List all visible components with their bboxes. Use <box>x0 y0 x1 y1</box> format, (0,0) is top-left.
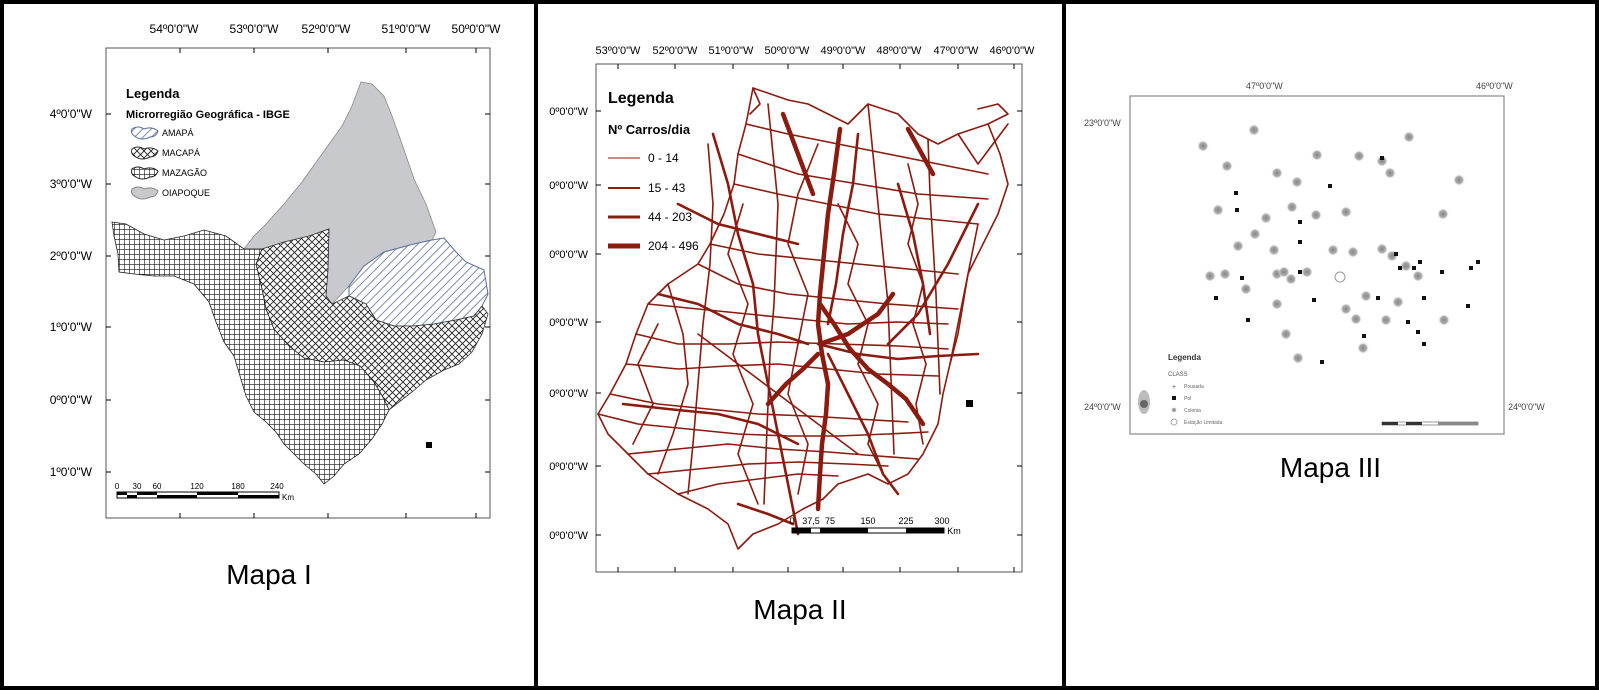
map2-lat-label: 0º0'0"W <box>549 530 588 542</box>
map2-lat-label: 0º0'0"W <box>549 317 588 329</box>
map1-lon-label: 53º0'0"W <box>230 22 280 36</box>
map2-legend-item: 44 - 203 <box>648 210 692 224</box>
map1-lat-label: 1º0'0"W <box>50 465 93 479</box>
map1-legend-item: MACAPÁ <box>162 148 200 158</box>
map1-marker <box>426 442 432 448</box>
map1-scale-tick: 30 <box>133 482 142 491</box>
map1-legend-subtitle: Microrregião Geográfica - IBGE <box>126 109 290 121</box>
map2-legend-item: 15 - 43 <box>648 181 686 195</box>
map3-scale-bar <box>1381 421 1479 426</box>
map1-caption: Mapa I <box>226 559 312 590</box>
map2-lon-label: 49º0'0"W <box>821 45 866 57</box>
map2-scale-tick: 225 <box>898 516 913 526</box>
map3-caption: Mapa III <box>1279 452 1382 483</box>
map2-lat-label: 0º0'0"W <box>549 461 588 473</box>
map1-legend-item: MAZAGÃO <box>162 168 207 178</box>
map2-lon-label: 47º0'0"W <box>934 45 979 57</box>
map2-scale-unit: Km <box>947 526 961 536</box>
map2-lon-label: 51º0'0"W <box>709 45 754 57</box>
map3-lat-label-right: 24º0'0"W <box>1508 402 1545 412</box>
map-panel-2: 53º0'0"W 52º0'0"W 51º0'0"W 50º0'0"W 49º0… <box>538 4 1062 686</box>
map3-legend-item: Estação Limitada <box>1184 420 1223 426</box>
map2-frame <box>595 63 1023 573</box>
map1-lat-label: 2º0'0"W <box>50 249 93 263</box>
map1-lat-label: 1º0'0"W <box>50 320 93 334</box>
map1-svg: 54º0'0"W 53º0'0"W 52º0'0"W 51º0'0"W 50º0… <box>50 22 502 519</box>
map1-lat-label: 3º0'0"W <box>50 177 93 191</box>
map3-lat-label: 24º0'0"W <box>1084 402 1121 412</box>
map2-lon-label: 52º0'0"W <box>653 45 698 57</box>
map2-legend-item: 204 - 496 <box>648 239 699 253</box>
map3-lat-label: 23º0'0"W <box>1084 118 1121 128</box>
map1-legend-swatches <box>131 126 159 200</box>
map2-scale-tick: 150 <box>860 516 875 526</box>
map2-lat-label: 0º0'0"W <box>549 388 588 400</box>
map2-scale-tick: 75 <box>825 516 835 526</box>
region-mazagao <box>111 221 390 485</box>
map2-scale-bar <box>791 527 945 534</box>
road-network <box>597 87 1009 550</box>
map2-scale-tick: 37,5 <box>802 516 820 526</box>
map3-legend-item: Colonia <box>1184 408 1201 414</box>
map3-legend-item: Pousada <box>1184 384 1204 390</box>
map1-lon-label: 54º0'0"W <box>150 22 200 36</box>
map-panel-1: 54º0'0"W 53º0'0"W 52º0'0"W 51º0'0"W 50º0… <box>4 4 534 686</box>
map3-north-arrow <box>1138 390 1150 414</box>
map1-scale-tick: 60 <box>153 482 162 491</box>
map2-scale-tick: 300 <box>934 516 949 526</box>
map3-open-point <box>1334 271 1346 283</box>
map2-lat-label: 0º0'0"W <box>549 180 588 192</box>
map1-scale-tick: 240 <box>270 482 284 491</box>
map2-legend-item: 0 - 14 <box>648 151 679 165</box>
map2-svg: 53º0'0"W 52º0'0"W 51º0'0"W 50º0'0"W 49º0… <box>549 45 1035 573</box>
map3-points-black <box>1214 156 1480 364</box>
map1-legend-title: Legenda <box>126 86 180 101</box>
map2-lon-label: 50º0'0"W <box>765 45 810 57</box>
map1-lon-label: 52º0'0"W <box>302 22 352 36</box>
map2-lat-label: 0º0'0"W <box>549 106 588 118</box>
map2-lon-label: 53º0'0"W <box>596 45 641 57</box>
map1-scale-tick: 180 <box>231 482 245 491</box>
map1-lat-label: 0º0'0"W <box>50 393 93 407</box>
map1-lon-label: 51º0'0"W <box>382 22 432 36</box>
map3-legend-item: Pol <box>1184 396 1191 402</box>
map2-caption: Mapa II <box>753 594 847 625</box>
svg-text:+: + <box>1172 384 1176 391</box>
map2-legend-lines <box>608 157 640 249</box>
map1-scale-tick: 0 <box>115 482 120 491</box>
map3-legend-subtitle: CLASS <box>1168 372 1188 378</box>
map1-scale-bar <box>116 491 280 499</box>
map3-lon-label: 47º0'0"W <box>1246 81 1283 91</box>
map2-legend-subtitle: Nº Carros/dia <box>608 122 691 137</box>
map3-lon-label: 46º0'0"W <box>1476 81 1513 91</box>
map-panel-3: 47º0'0"W 46º0'0"W 23º0'0"W 24º0'0"W 24º0… <box>1066 4 1595 686</box>
map1-lon-label: 50º0'0"W <box>452 22 502 36</box>
map2-ticks <box>596 64 1022 572</box>
map2-lon-label: 46º0'0"W <box>990 45 1035 57</box>
map1-legend-item: OIAPOQUE <box>162 188 210 198</box>
map2-scale-tick: 0 <box>789 516 794 526</box>
map1-scale-unit: Km <box>282 493 294 502</box>
map1-lat-label: 4º0'0"W <box>50 107 93 121</box>
map1-ticks <box>106 48 490 518</box>
map2-lat-label: 0º0'0"W <box>549 249 588 261</box>
map1-legend-item: AMAPÁ <box>162 128 194 138</box>
map2-lon-label: 48º0'0"W <box>877 45 922 57</box>
map3-legend-symbols: + <box>1170 384 1178 426</box>
map1-scale-tick: 120 <box>190 482 204 491</box>
map2-marker <box>966 400 973 407</box>
map2-legend-title: Legenda <box>608 90 674 107</box>
map3-svg: 47º0'0"W 46º0'0"W 23º0'0"W 24º0'0"W 24º0… <box>1084 81 1545 435</box>
map3-legend-title: Legenda <box>1168 353 1201 362</box>
